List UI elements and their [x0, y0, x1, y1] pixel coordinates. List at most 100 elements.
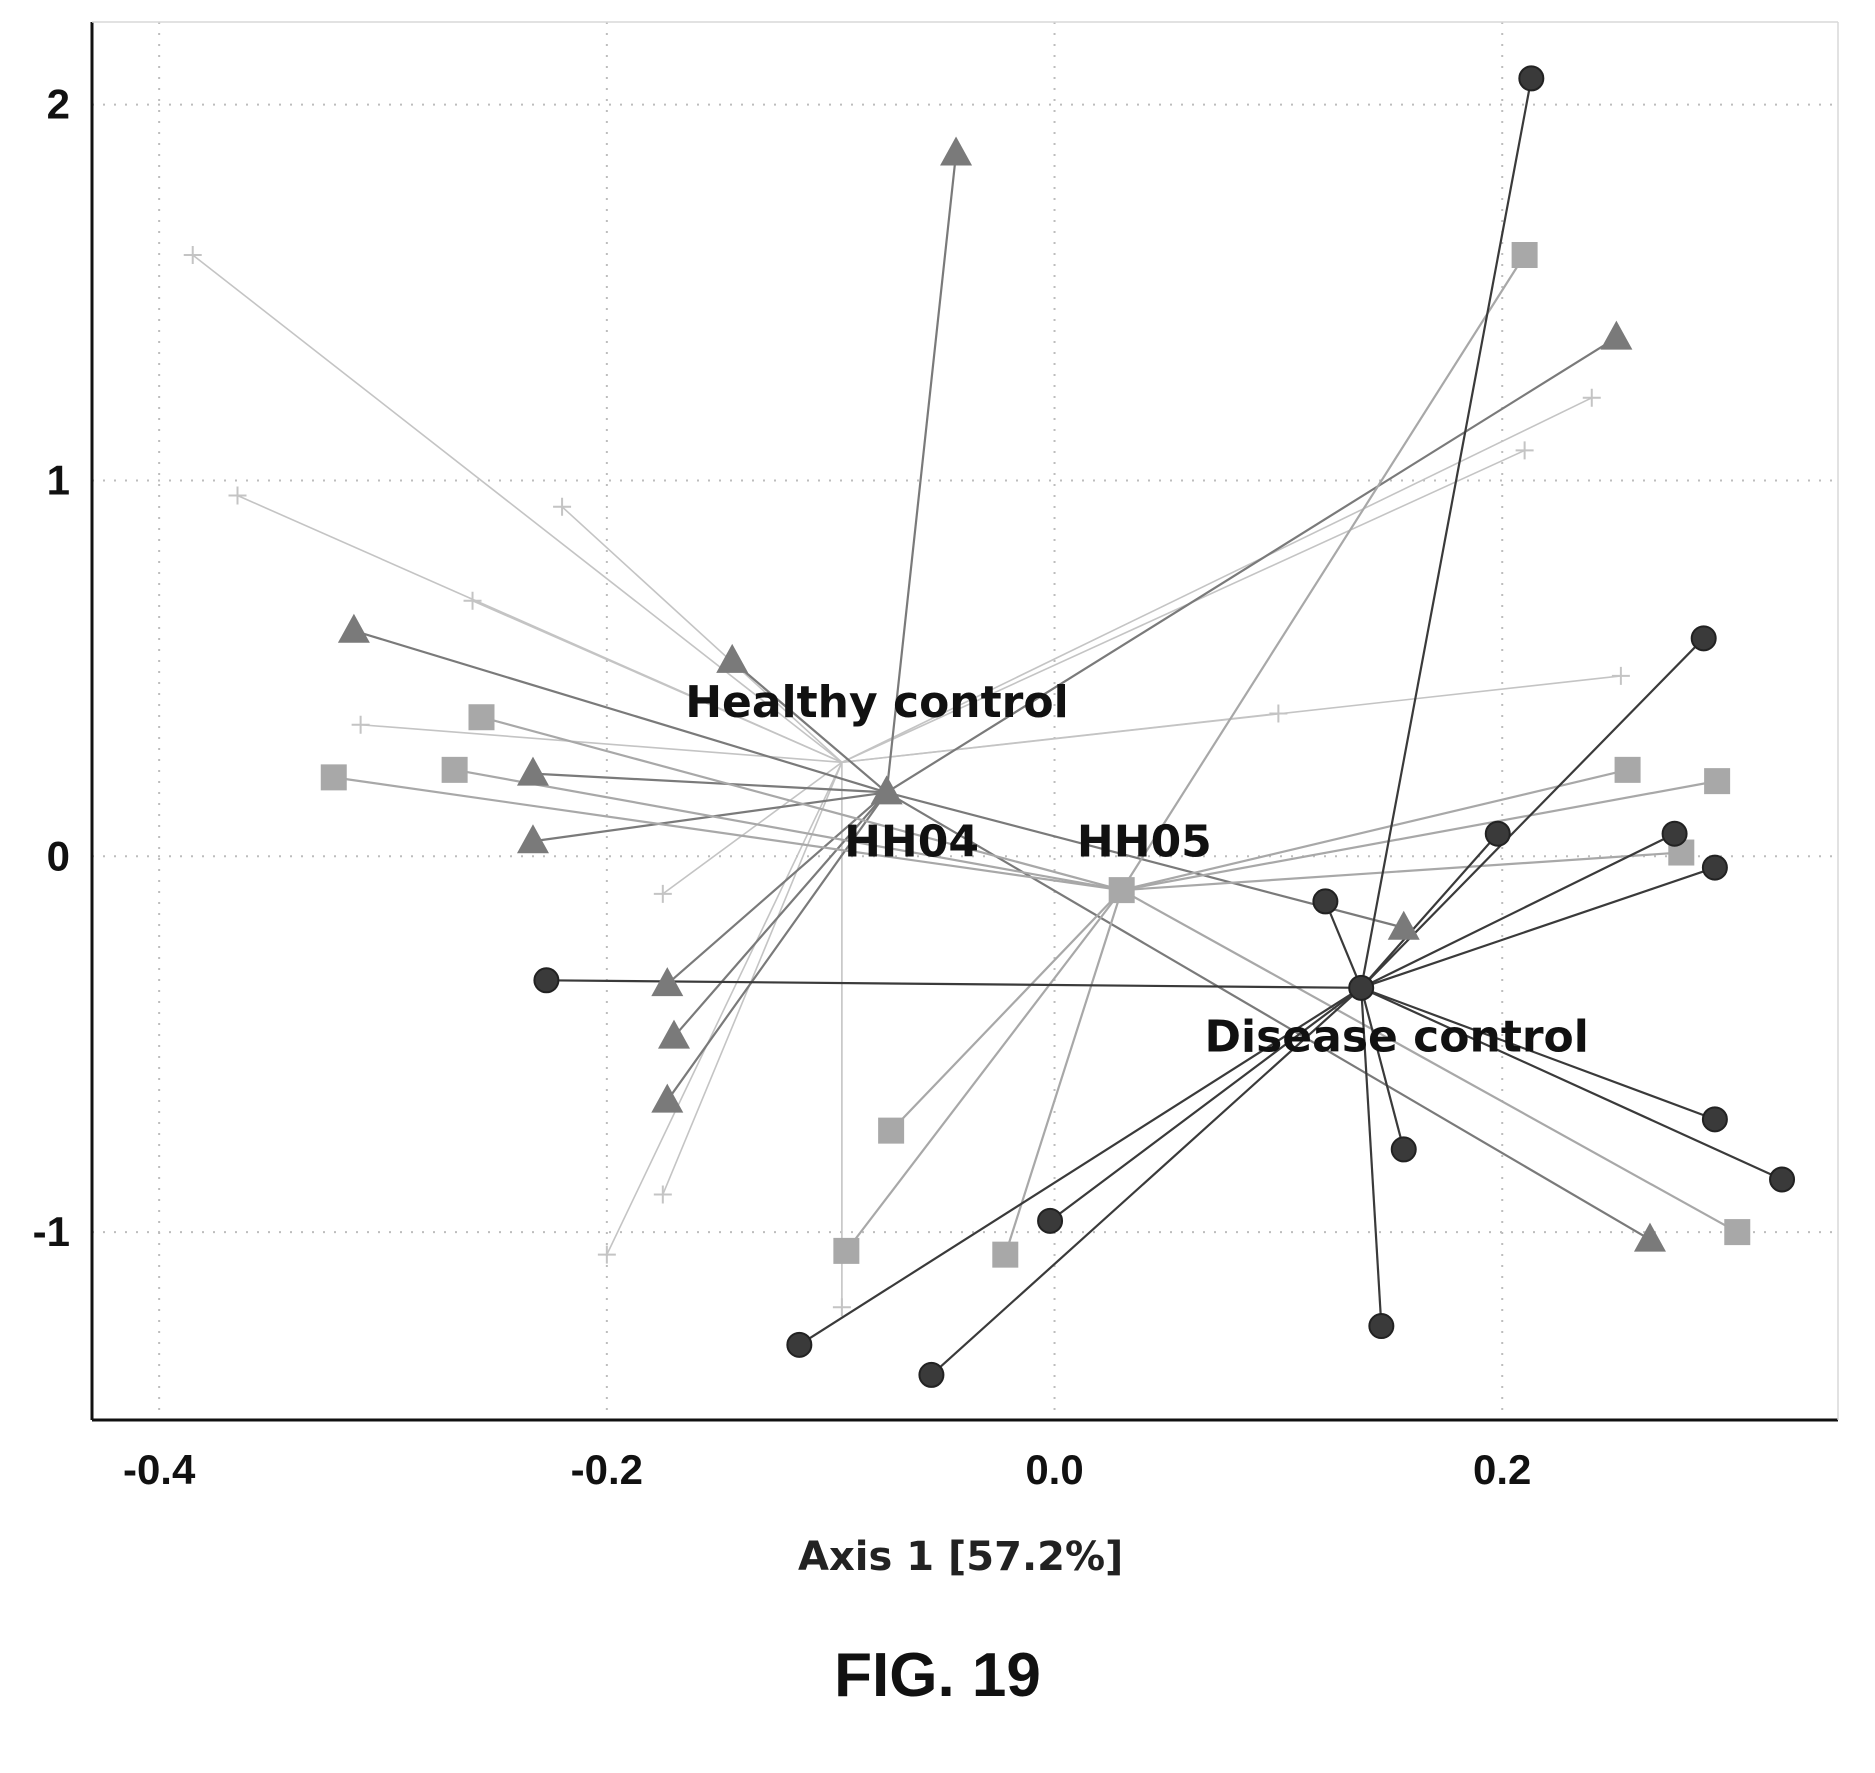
- faint-cross-marker: [1515, 441, 1534, 460]
- healthy-connector-line: [886, 336, 1617, 794]
- ghost-connector-line: [360, 723, 842, 764]
- healthy-point: [1387, 910, 1420, 940]
- faint-cross-marker: [832, 1298, 851, 1317]
- pcoa-scatter-plot: Healthy control HH04 HH05 Disease control -…: [33, 21, 1839, 1580]
- hh05-point: [833, 1237, 860, 1264]
- disease-point: [786, 1331, 813, 1358]
- hh05-point: [878, 1117, 905, 1144]
- faint-cross-marker: [463, 591, 482, 610]
- hh05-connector-line: [454, 768, 1122, 892]
- hh05-point: [992, 1241, 1019, 1268]
- data-points-layer: [320, 65, 1796, 1388]
- faint-cross-marker: [1611, 666, 1630, 685]
- x-tick-label: 0.2: [1473, 1446, 1531, 1493]
- y-tick-label: 0: [47, 832, 70, 879]
- disease-connector-line: [546, 979, 1362, 989]
- disease-point: [1661, 820, 1688, 847]
- healthy-connector-line: [673, 791, 888, 1038]
- disease-point: [533, 967, 560, 994]
- faint-cross-marker: [183, 246, 202, 264]
- disease-connector-line: [1324, 900, 1363, 989]
- healthy-connector-line: [666, 791, 888, 985]
- faint-cross-marker: [653, 884, 672, 903]
- hh05-connector-line: [1121, 889, 1738, 1234]
- disease-connector-line: [1360, 832, 1676, 989]
- y-tick-label: -1: [33, 1208, 70, 1255]
- ghost-connector-line: [192, 254, 843, 763]
- ghost-connector-line: [841, 397, 1593, 764]
- hh05-point: [1704, 768, 1731, 795]
- faint-cross-marker: [653, 1185, 672, 1204]
- hh05-connector-line: [481, 716, 1122, 892]
- healthy-connector-line: [731, 660, 888, 794]
- healthy-point: [516, 756, 549, 786]
- disease-connector-line: [1360, 833, 1499, 989]
- disease-connector-line: [1360, 866, 1716, 989]
- disease-point: [1390, 1136, 1417, 1163]
- healthy-point: [940, 136, 973, 166]
- healthy-connector-line: [666, 791, 888, 1102]
- hh05-connector-line: [1121, 768, 1628, 892]
- healthy-point: [651, 967, 684, 997]
- disease-connector-line: [1360, 78, 1533, 989]
- disease-connector-line: [798, 986, 1362, 1346]
- disease-point: [1037, 1207, 1064, 1234]
- disease-point: [1312, 888, 1339, 915]
- disease-point: [1484, 820, 1511, 847]
- hh05-point: [1108, 877, 1135, 904]
- healthy-connector-line: [885, 153, 958, 793]
- x-axis-title: Axis 1 [57.2%]: [798, 1534, 1123, 1580]
- faint-cross-marker: [597, 1245, 616, 1264]
- healthy-point: [1633, 1222, 1666, 1252]
- grid-layer: [92, 22, 1838, 1420]
- faint-cross-marker: [1269, 704, 1288, 723]
- disease-connector-line: [1049, 986, 1362, 1222]
- faint-cross-marker: [1582, 388, 1601, 407]
- disease-point: [1769, 1166, 1796, 1193]
- hh05-point: [1511, 242, 1538, 268]
- healthy-point: [716, 643, 749, 673]
- disease-point: [1368, 1313, 1395, 1340]
- disease-connector-line: [1360, 987, 1405, 1150]
- hh05-connector-line: [1120, 254, 1526, 891]
- x-tick-label: -0.2: [571, 1446, 643, 1493]
- hh05-connector-line: [1004, 889, 1123, 1255]
- ghost-connector-line: [472, 600, 843, 764]
- faint-cross-marker: [553, 497, 572, 516]
- disease-connector-line: [1360, 987, 1383, 1327]
- healthy-connector-line: [886, 791, 1651, 1241]
- y-tick-label: 2: [47, 81, 70, 128]
- disease-point: [1701, 1106, 1728, 1133]
- figure-caption: FIG. 19: [834, 1641, 1041, 1710]
- disease-point: [1518, 65, 1545, 92]
- healthy-point: [1600, 320, 1633, 350]
- connector-lines-layer: [333, 78, 1783, 1376]
- healthy-point: [516, 824, 549, 854]
- ghost-connector-line: [662, 761, 843, 895]
- ghost-connector-line: [606, 761, 843, 1255]
- axes-layer: -0.4 -0.2 0.0 0.2 -1 0 1 2 Axis 1 [57.2%]: [33, 21, 1839, 1580]
- disease-point: [1701, 854, 1728, 881]
- disease-connector-line: [1360, 986, 1783, 1181]
- disease-connector-line: [1360, 986, 1716, 1121]
- hh05-point: [1724, 1219, 1751, 1246]
- y-tick-label: 1: [47, 456, 70, 503]
- disease-point: [1690, 625, 1717, 652]
- hh05-connector-line: [333, 776, 1122, 892]
- hh05-connector-line: [845, 889, 1123, 1252]
- healthy-point: [870, 775, 903, 805]
- hh05-connector-line: [1121, 780, 1718, 892]
- hh05-point: [1614, 756, 1641, 783]
- centroid-label: HH05: [1077, 816, 1212, 867]
- centroid-labels-layer: Healthy control HH04 HH05 Disease control: [685, 677, 1589, 1062]
- hh05-point: [441, 756, 468, 783]
- ghost-connector-line: [561, 506, 843, 763]
- disease-point: [918, 1361, 945, 1388]
- centroid-label: Disease control: [1205, 1012, 1589, 1063]
- healthy-connector-line: [353, 629, 887, 794]
- healthy-point: [651, 1083, 684, 1113]
- hh05-connector-line: [1121, 851, 1682, 892]
- faint-cross-marker: [228, 486, 247, 505]
- x-tick-label: -0.4: [123, 1446, 196, 1493]
